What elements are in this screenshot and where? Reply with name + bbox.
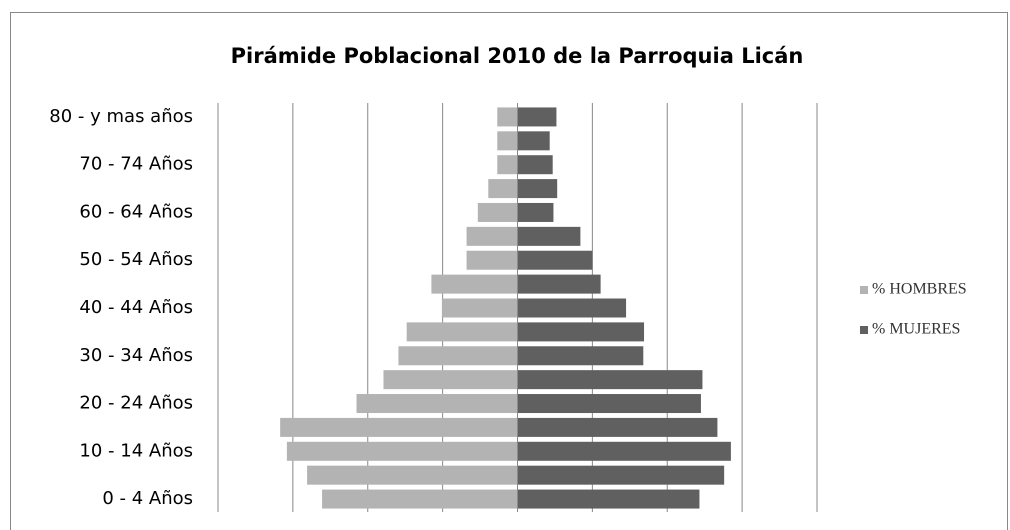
bar [286,441,518,461]
bar [356,394,518,414]
bar [517,417,718,437]
bar [517,465,725,485]
legend-swatch [860,286,868,294]
bar [517,250,593,270]
bar [466,226,518,246]
y-tick-label: 70 - 74 Años [79,154,193,175]
bar [398,346,518,366]
y-tick-label: 80 - y mas años [49,106,193,127]
y-tick-label: 10 - 14 Años [79,440,193,461]
bar [517,131,550,151]
bar [477,202,518,222]
bar [497,155,518,175]
bar [517,298,627,318]
bar [322,489,518,509]
bar [307,465,518,485]
bar [406,322,518,342]
bar [466,250,518,270]
bar [517,441,731,461]
bar [517,274,601,294]
bar [517,489,700,509]
bar [497,131,518,151]
bar [517,107,557,127]
bar [488,179,518,199]
y-tick-label: 0 - 4 Años [102,488,193,509]
bar [517,370,703,390]
y-tick-label: 30 - 34 Años [79,345,193,366]
bar [517,394,701,414]
y-tick-label: 50 - 54 Años [79,249,193,270]
bar [517,202,554,222]
bar [517,226,581,246]
legend-swatch [860,326,868,334]
legend-label: % HOMBRES [872,281,967,298]
bar [517,179,558,199]
bar [441,298,518,318]
bar [517,155,553,175]
bar [431,274,518,294]
bar [280,417,518,437]
chart-title: Pirámide Poblacional 2010 de la Parroqui… [231,44,804,68]
frame [10,12,1008,530]
bar [517,346,644,366]
y-tick-label: 60 - 64 Años [79,201,193,222]
bar [497,107,518,127]
legend-label: % MUJERES [872,321,960,338]
y-tick-label: 40 - 44 Años [79,297,193,318]
bar [517,322,645,342]
bar [383,370,518,390]
y-tick-label: 20 - 24 Años [79,393,193,414]
